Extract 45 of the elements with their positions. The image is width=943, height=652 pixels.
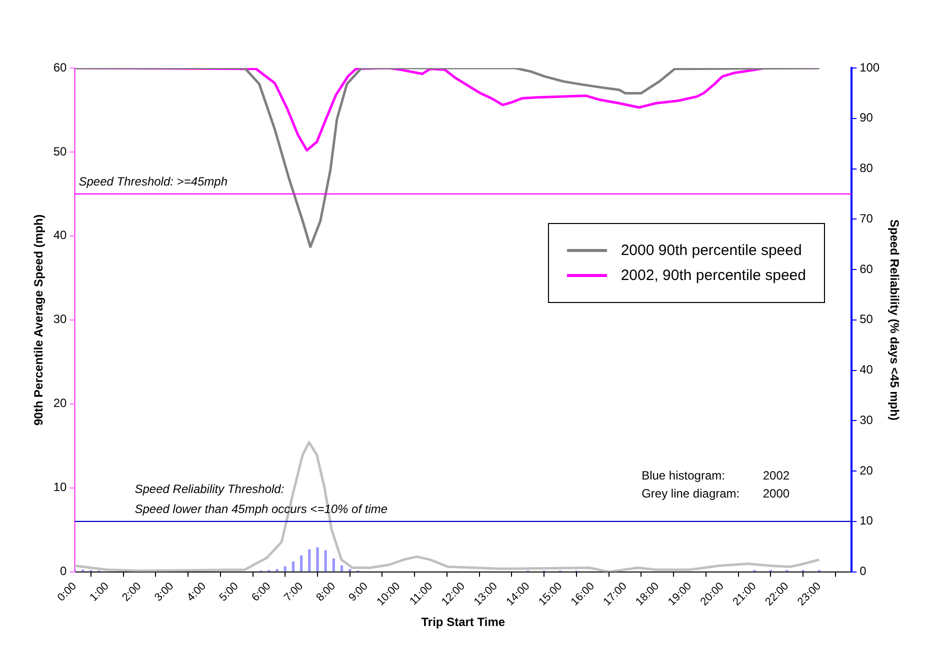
x-tick-label: 8:00 — [314, 580, 338, 604]
bar — [340, 565, 344, 572]
y2-tick-label: 80 — [860, 161, 874, 176]
x-tick-label: 0:00 — [55, 580, 80, 604]
x-axis-title: Trip Start Time — [421, 615, 506, 630]
y2-tick-label: 100 — [860, 60, 880, 74]
bar — [284, 566, 286, 572]
y-tick-label: 20 — [53, 396, 68, 410]
x-tick-label: 6:00 — [250, 580, 274, 604]
y2-tick-label: 10 — [860, 514, 874, 528]
y-tick-label: 60 — [53, 60, 68, 74]
bar — [316, 547, 319, 572]
bar — [308, 549, 311, 572]
y-tick-label: 0 — [60, 564, 68, 578]
x-tick-label: 9:00 — [346, 580, 370, 604]
ref-line-label: Speed Threshold: >=45mph — [78, 174, 228, 188]
x-tick-label: 3:00 — [152, 580, 176, 604]
y2-tick-label: 0 — [860, 564, 867, 578]
y-tick-label: 50 — [53, 144, 68, 158]
y-axis-title: 90th Percentile Average Speed (mph) — [32, 214, 46, 426]
ref-line-label: Speed Reliability Threshold: Speed lower than 45mph occurs <=10% of time — [134, 482, 388, 516]
y2-tick-label: 90 — [860, 110, 874, 125]
x-tick-label: 4:00 — [184, 580, 208, 604]
bar — [300, 555, 303, 572]
y-tick-label: 40 — [53, 228, 68, 242]
bar — [324, 550, 327, 572]
x-tick-label: 7:00 — [282, 580, 306, 604]
x-tick-label: 1:00 — [88, 580, 112, 604]
legend-label: 2000 90th percentile speed — [620, 242, 802, 259]
y2-axis-title: Speed Reliability (% days <45 mph) — [887, 219, 902, 420]
y2-tick-label: 60 — [860, 262, 874, 276]
y2-tick-label: 70 — [860, 211, 874, 226]
y2-tick-label: 30 — [860, 412, 874, 427]
y2-tick-label: 40 — [860, 362, 874, 377]
text: Blue histogram: 2002 — [642, 468, 790, 482]
y2-tick-label: 20 — [860, 463, 874, 478]
legend-label: 2002, 90th percentile speed — [620, 267, 806, 284]
bar — [292, 561, 295, 572]
bar — [332, 558, 336, 572]
x-tick-label: 5:00 — [217, 580, 241, 604]
y-tick-label: 30 — [53, 312, 68, 326]
y2-tick-label: 50 — [860, 312, 874, 326]
text: Grey line diagram: 2000 — [642, 486, 790, 500]
bar — [276, 568, 278, 572]
y-tick-label: 10 — [53, 480, 68, 494]
